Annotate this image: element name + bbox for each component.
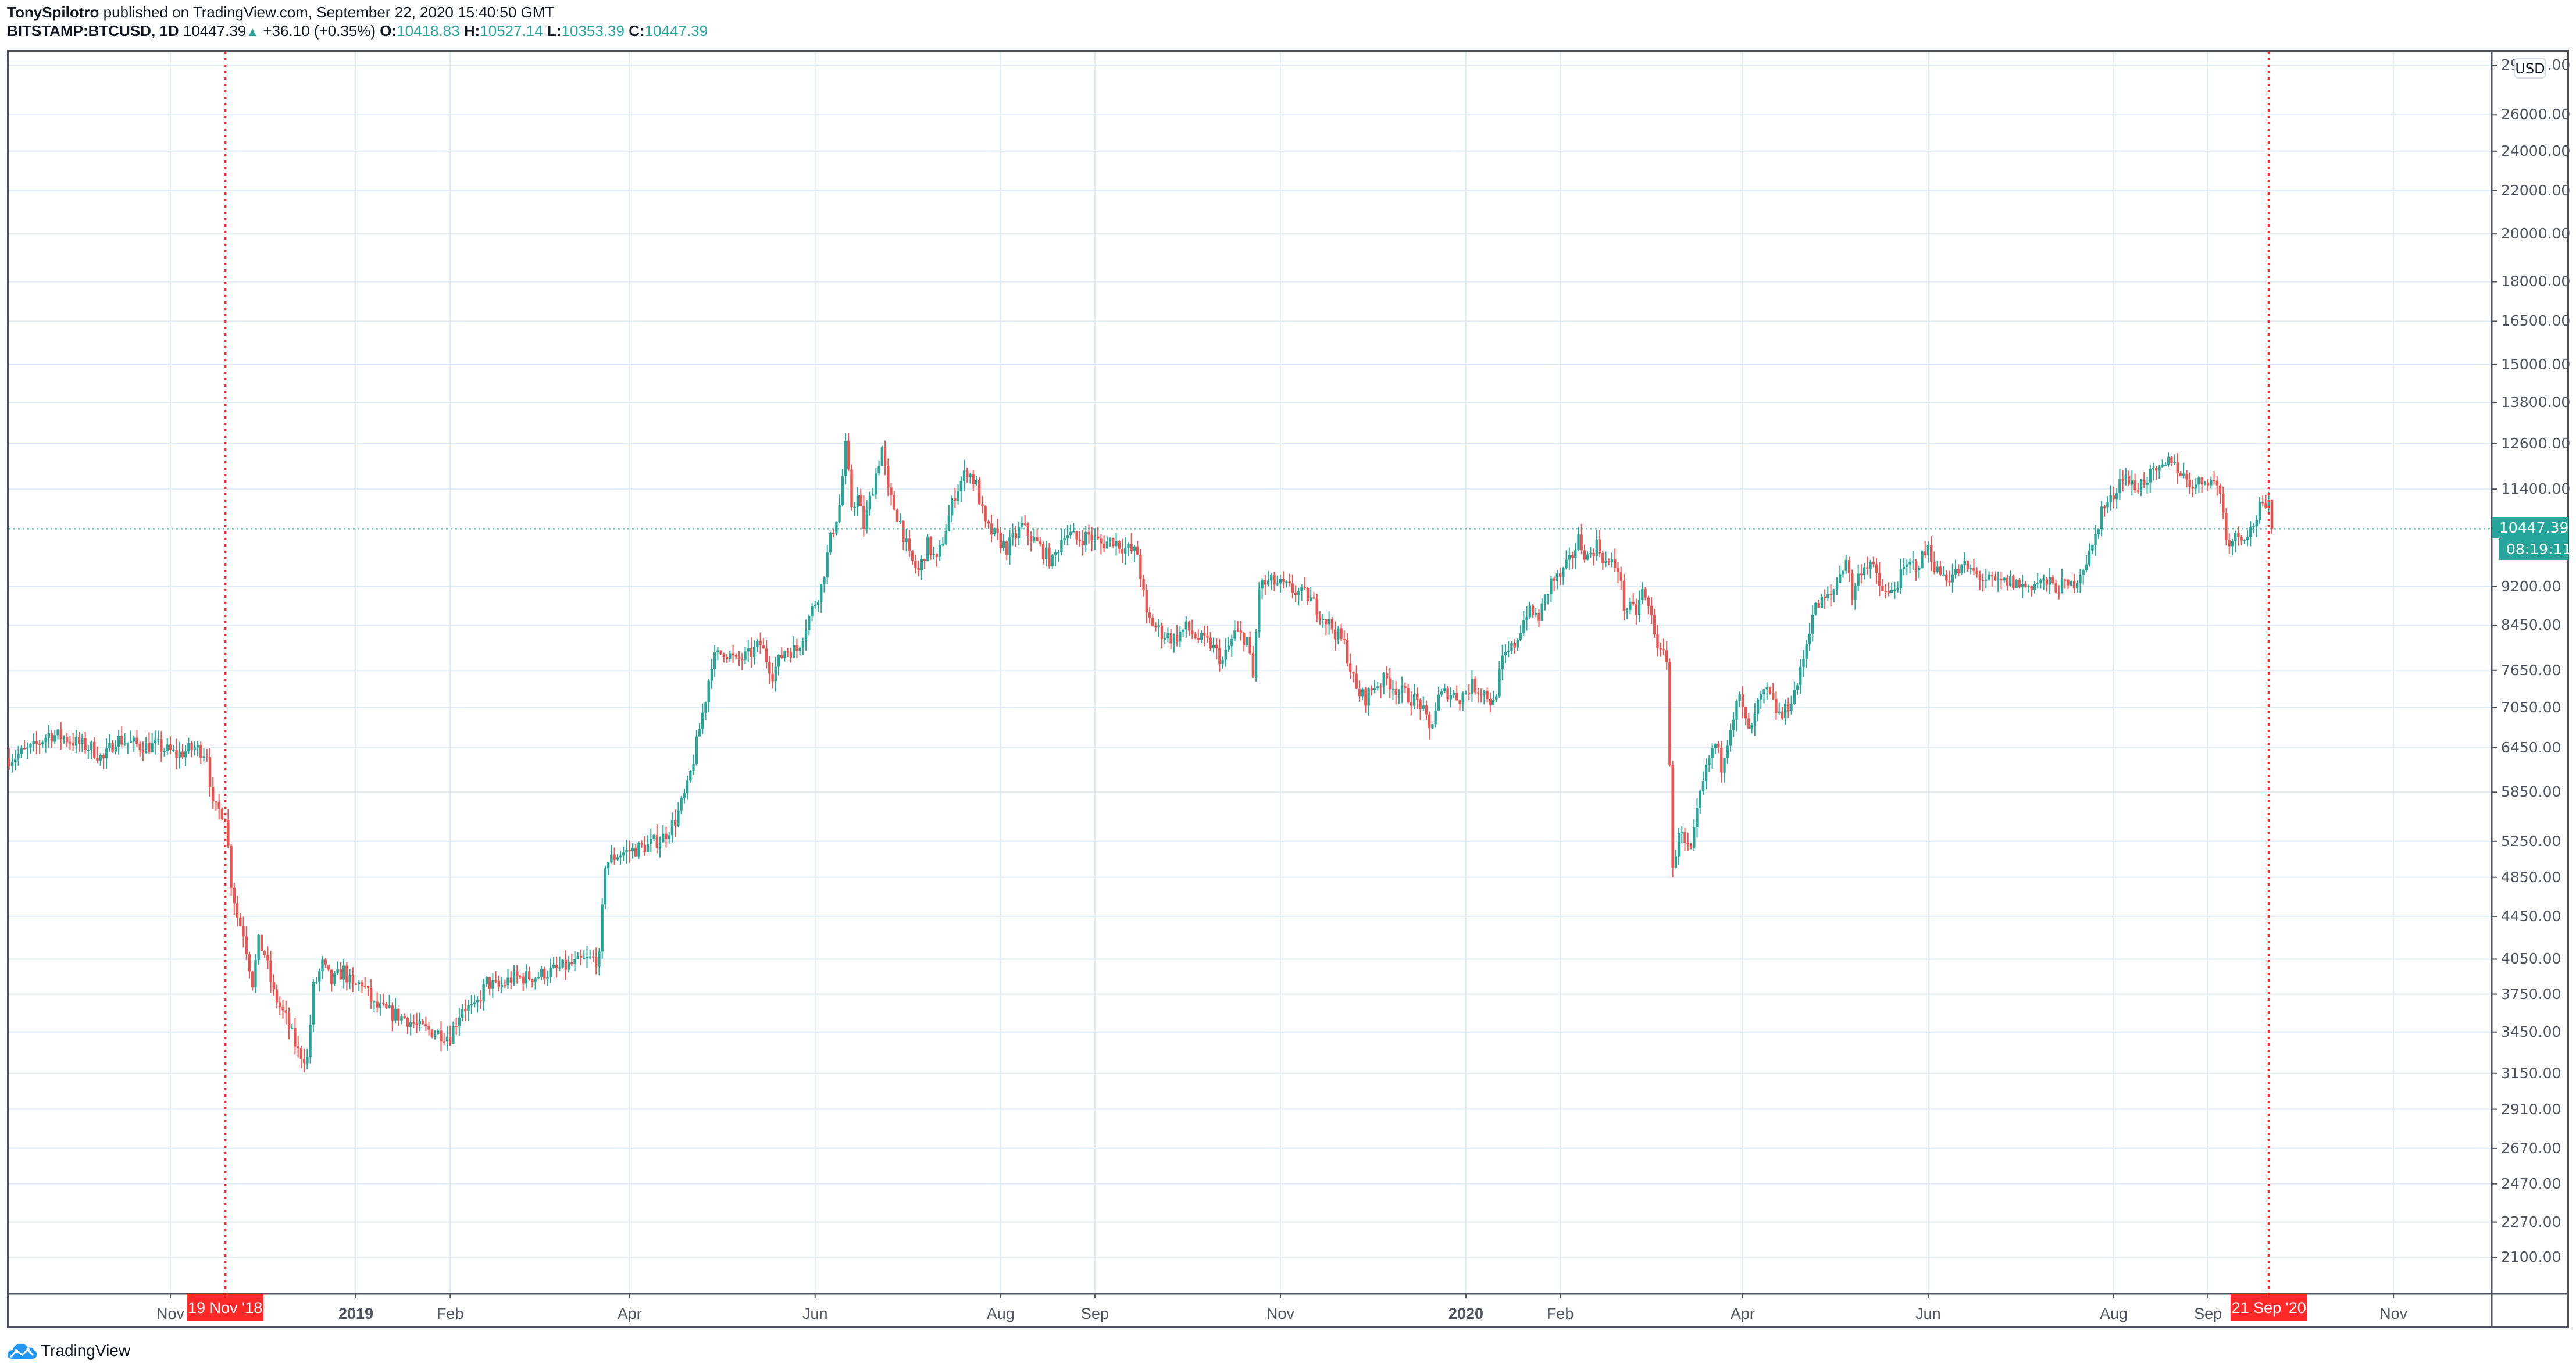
time-tick-label: Nov	[2379, 1305, 2408, 1322]
price-change: +36.10 (+0.35%)	[263, 22, 376, 40]
time-tick-label: Aug	[986, 1305, 1015, 1322]
price-tick-label: 3450.00	[2501, 1023, 2561, 1040]
symbol-name: BITSTAMP:BTCUSD, 1D	[7, 22, 179, 40]
price-tick-label: 18000.00	[2501, 273, 2571, 290]
publish-info: TonySpilotro published on TradingView.co…	[7, 3, 554, 21]
price-tick-label: 11400.00	[2501, 480, 2571, 498]
price-tick-label: 16500.00	[2501, 312, 2571, 330]
publish-text: published on TradingView.com, September …	[99, 3, 555, 21]
tradingview-logo[interactable]: TradingView	[7, 1342, 130, 1360]
time-tick-label: Nov	[156, 1305, 185, 1322]
low-value: 10353.39	[561, 22, 625, 40]
time-tick-label: Sep	[1080, 1305, 1109, 1322]
price-tick-label: 8450.00	[2501, 616, 2561, 634]
time-tick-label: Feb	[1546, 1305, 1574, 1322]
currency-badge[interactable]: USD	[2514, 58, 2546, 79]
date-marker-badge: 21 Sep '20	[2230, 1294, 2307, 1321]
price-tick-label: 6450.00	[2501, 739, 2561, 757]
high-label: H:	[463, 22, 480, 40]
time-tick-label: 2019	[338, 1305, 374, 1322]
price-tick-label: 3150.00	[2501, 1064, 2561, 1082]
price-tick-label: 4050.00	[2501, 950, 2561, 968]
price-tick-label: 20000.00	[2501, 225, 2571, 242]
close-value: 10447.39	[644, 22, 708, 40]
price-tick-label: 7050.00	[2501, 698, 2561, 716]
up-arrow-icon: ▲	[246, 24, 259, 39]
price-tick-label: 15000.00	[2501, 355, 2571, 373]
price-tick-label: 2100.00	[2501, 1248, 2561, 1266]
logo-text: TradingView	[41, 1342, 131, 1360]
countdown-badge: 08:19:11	[2499, 538, 2571, 560]
date-marker-badge: 19 Nov '18	[187, 1294, 264, 1321]
tradingview-cloud-icon	[7, 1343, 37, 1359]
symbol-legend: BITSTAMP:BTCUSD, 1D 10447.39▲ +36.10 (+0…	[7, 22, 708, 41]
time-tick-label: Sep	[2194, 1305, 2222, 1322]
chart-frame[interactable]	[7, 50, 2569, 1328]
price-tick-label: 4450.00	[2501, 907, 2561, 925]
time-tick-label: Nov	[1266, 1305, 1294, 1322]
high-value: 10527.14	[480, 22, 543, 40]
price-tick-label: 13800.00	[2501, 394, 2571, 411]
price-tick-label: 2270.00	[2501, 1213, 2561, 1230]
low-label: L:	[547, 22, 562, 40]
price-tick-label: 22000.00	[2501, 181, 2571, 199]
last-price: 10447.39	[183, 22, 247, 40]
last-price-badge: 10447.39	[2492, 517, 2568, 538]
price-tick-label: 2470.00	[2501, 1175, 2561, 1192]
time-tick-label: Apr	[1730, 1305, 1755, 1322]
open-value: 10418.83	[397, 22, 460, 40]
time-tick-label: Jun	[1915, 1305, 1941, 1322]
author-name[interactable]: TonySpilotro	[7, 3, 99, 21]
time-tick-label: Aug	[2099, 1305, 2128, 1322]
price-tick-label: 9200.00	[2501, 577, 2561, 595]
time-tick-label: Feb	[436, 1305, 464, 1322]
price-tick-label: 24000.00	[2501, 142, 2571, 159]
time-tick-label: 2020	[1448, 1305, 1484, 1322]
close-label: C:	[629, 22, 645, 40]
price-tick-label: 5250.00	[2501, 832, 2561, 850]
price-tick-label: 12600.00	[2501, 435, 2571, 452]
price-tick-label: 5850.00	[2501, 783, 2561, 801]
open-label: O:	[380, 22, 397, 40]
price-tick-label: 4850.00	[2501, 868, 2561, 886]
price-tick-label: 2910.00	[2501, 1100, 2561, 1118]
price-tick-label: 3750.00	[2501, 985, 2561, 1002]
price-tick-label: 2670.00	[2501, 1139, 2561, 1157]
time-tick-label: Apr	[617, 1305, 642, 1322]
price-tick-label: 7650.00	[2501, 661, 2561, 679]
price-tick-label: 26000.00	[2501, 106, 2571, 123]
candles	[8, 433, 2274, 1073]
time-tick-label: Jun	[802, 1305, 828, 1322]
